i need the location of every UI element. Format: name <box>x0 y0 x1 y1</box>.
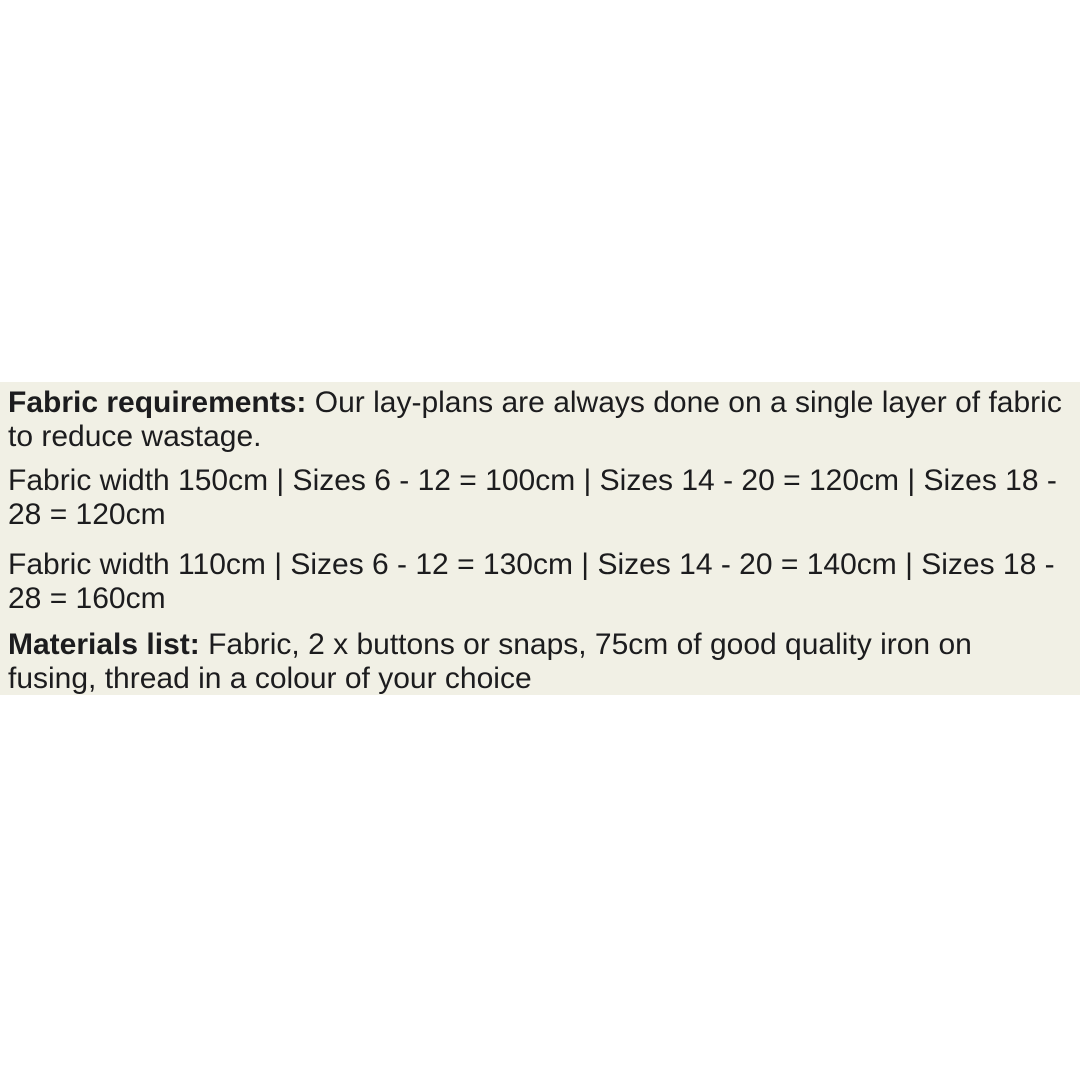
line-text: 28 = 120cm <box>8 498 166 531</box>
line-text: Our lay-plans are always done on a singl… <box>306 386 1062 419</box>
line-text: 28 = 160cm <box>8 582 166 615</box>
text-line: Fabric width 150cm | Sizes 6 - 12 = 100c… <box>8 464 1072 498</box>
text-line: 28 = 160cm <box>8 582 1072 616</box>
text-line: Fabric width 110cm | Sizes 6 - 12 = 130c… <box>8 548 1072 582</box>
fabric-info-panel: Fabric requirements: Our lay-plans are a… <box>0 382 1080 695</box>
paragraph-materials-list: Materials list: Fabric, 2 x buttons or s… <box>8 628 1072 695</box>
text-line: to reduce wastage. <box>8 420 1072 454</box>
paragraph-fabric-width-110: Fabric width 110cm | Sizes 6 - 12 = 130c… <box>8 548 1072 616</box>
line-text: Fabric width 110cm | Sizes 6 - 12 = 130c… <box>8 548 1055 581</box>
line-text: to reduce wastage. <box>8 420 262 453</box>
text-line: Fabric requirements: Our lay-plans are a… <box>8 386 1072 420</box>
bold-label: Materials list: <box>8 628 200 661</box>
paragraph-fabric-width-150: Fabric width 150cm | Sizes 6 - 12 = 100c… <box>8 464 1072 532</box>
text-line: fusing, thread in a colour of your choic… <box>8 662 1072 695</box>
line-text: Fabric width 150cm | Sizes 6 - 12 = 100c… <box>8 464 1057 497</box>
paragraph-fabric-requirements: Fabric requirements: Our lay-plans are a… <box>8 386 1072 454</box>
text-line: 28 = 120cm <box>8 498 1072 532</box>
text-line: Materials list: Fabric, 2 x buttons or s… <box>8 628 1072 662</box>
line-text: Fabric, 2 x buttons or snaps, 75cm of go… <box>199 628 972 661</box>
line-text: fusing, thread in a colour of your choic… <box>8 662 532 695</box>
bold-label: Fabric requirements: <box>8 386 307 419</box>
